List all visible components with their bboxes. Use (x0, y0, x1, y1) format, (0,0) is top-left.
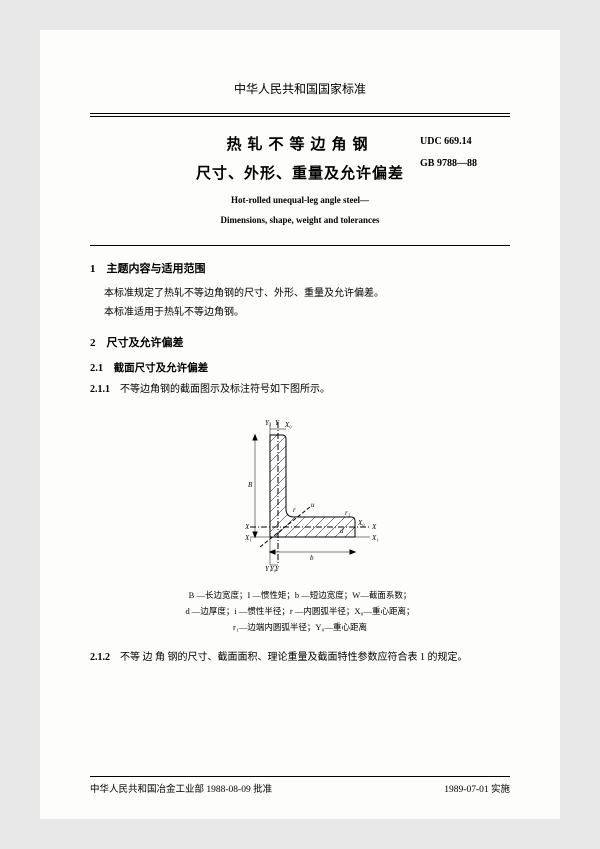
fig-label-X0b: X₀ (357, 519, 365, 527)
clause-2-1-2-text: 不等 边 角 钢的尺寸、截面面积、理论重量及截面特性参数应符合表 1 的规定。 (110, 652, 468, 663)
fig-label-r: r (293, 506, 296, 514)
section-1-p2: 本标准适用于热轧不等边角钢。 (104, 303, 510, 322)
fig-label-b: b (310, 554, 314, 562)
section-2-heading: 2 尺寸及允许偏差 (90, 334, 510, 350)
title-cn-line1: 热轧不等边角钢 (180, 131, 420, 160)
title-row: 热轧不等边角钢 尺寸、外形、重量及允许偏差 Hot-rolled unequal… (90, 131, 510, 227)
fig-label-r1: r₁ (345, 509, 350, 517)
legend-line-3: r₁—边端内圆弧半径；Y₀—重心距离 (90, 619, 510, 635)
title-en-line2: Dimensions, shape, weight and tolerances (180, 214, 420, 228)
clause-2-1-2-num: 2.1.2 (90, 652, 110, 663)
fig-label-X1l: X₁ (244, 534, 252, 542)
clause-2-1-1: 2.1.1 不等边角钢的截面图示及标注符号如下图所示。 (90, 381, 510, 399)
rule-light (90, 116, 510, 117)
footer-approval: 中华人民共和国冶金工业部 1988-08-09 批准 (90, 781, 272, 795)
clause-2-1-2: 2.1.2 不等 边 角 钢的尺寸、截面面积、理论重量及截面特性参数应符合表 1… (90, 649, 510, 667)
fig-label-X: X (371, 523, 377, 531)
rule-mid (90, 245, 510, 246)
legend-line-2: d —边厚度；i —惯性半径；r —内圆弧半径；X₀—重心距离； (90, 603, 510, 619)
title-en-line1: Hot-rolled unequal-leg angle steel— (180, 194, 420, 208)
fig-label-X0t: X₀ (284, 421, 292, 429)
rule-heavy (90, 113, 510, 114)
legend-line-1: B —长边宽度；I —惯性矩；b —短边宽度；W—截面系数； (90, 587, 510, 603)
section-1-heading: 1 主题内容与适用范围 (90, 260, 510, 276)
clause-2-1-1-text: 不等边角钢的截面图示及标注符号如下图所示。 (110, 384, 330, 395)
cross-section-figure: Y Y₁ X₀ u r r₁ d B X X₁ X X₁ b X₀ Y₀ Y Y… (90, 417, 510, 577)
country-standard-label: 中华人民共和国国家标准 (90, 80, 510, 97)
figure-legend: B —长边宽度；I —惯性矩；b —短边宽度；W—截面系数； d —边厚度；i … (90, 587, 510, 635)
footer-effective: 1989-07-01 实施 (444, 781, 510, 795)
fig-label-Y1b: Y₁ (265, 565, 271, 572)
title-cn-line2: 尺寸、外形、重量及允许偏差 (180, 160, 420, 189)
fig-label-Y1: Y₁ (265, 419, 271, 427)
section-2-1-heading: 2.1 截面尺寸及允许偏差 (90, 360, 510, 375)
fig-label-Y: Y (275, 419, 280, 427)
section-1-p1: 本标准规定了热轧不等边角钢的尺寸、外形、重量及允许偏差。 (104, 284, 510, 303)
fig-label-X1: X₁ (371, 534, 379, 542)
footer-rule (90, 776, 510, 777)
clause-2-1-1-num: 2.1.1 (90, 384, 110, 395)
fig-label-Yb: Y (275, 565, 280, 572)
udc-code: UDC 669.14 (420, 131, 510, 153)
fig-label-Xl: X (244, 523, 250, 531)
fig-label-u: u (311, 501, 315, 509)
page-footer: 中华人民共和国冶金工业部 1988-08-09 批准 1989-07-01 实施 (90, 776, 510, 795)
gb-code: GB 9788—88 (420, 153, 510, 175)
fig-label-B: B (248, 481, 253, 489)
fig-label-d: d (340, 527, 344, 535)
